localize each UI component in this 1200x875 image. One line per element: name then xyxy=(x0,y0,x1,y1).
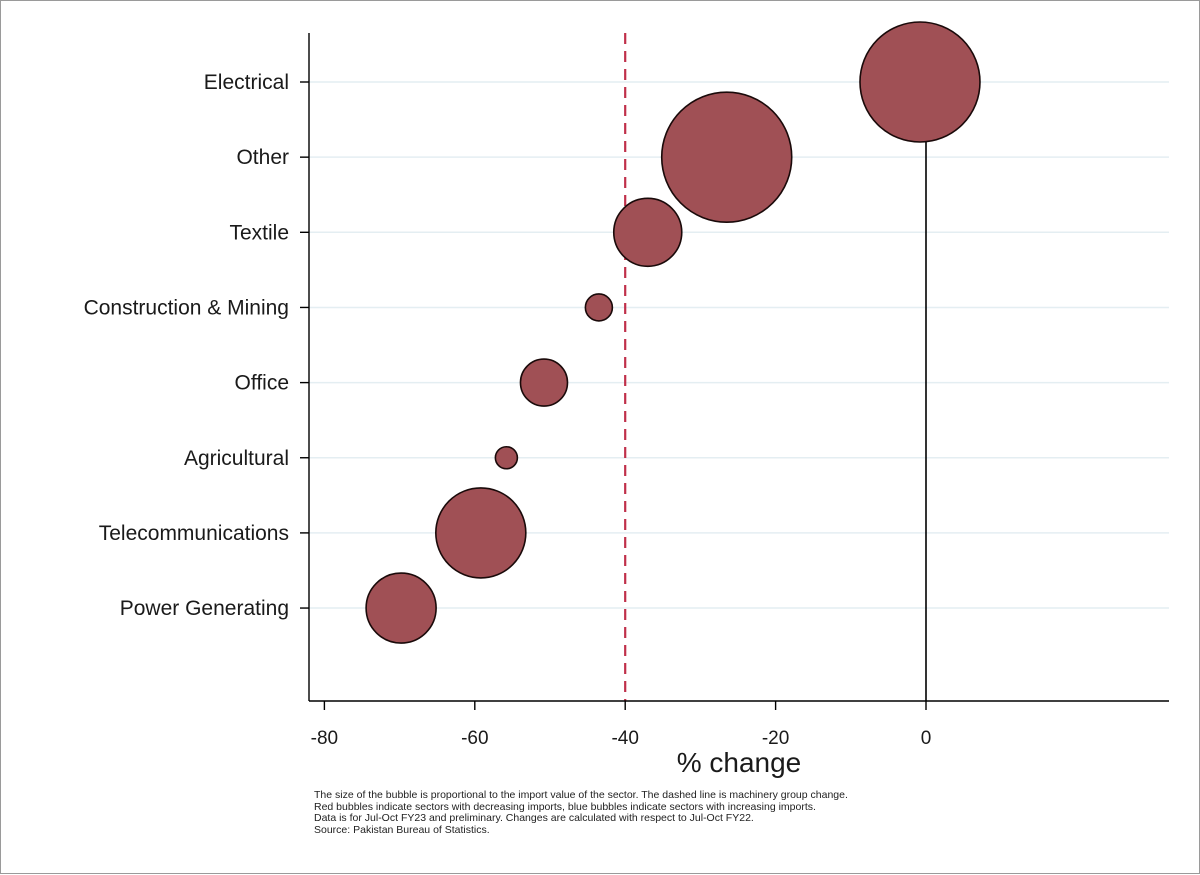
bubbles xyxy=(365,21,981,644)
x-tick-label: -60 xyxy=(461,728,488,749)
category-label: Agricultural xyxy=(184,447,289,470)
bubble xyxy=(859,21,981,143)
bubble xyxy=(519,358,569,407)
reference-lines xyxy=(624,33,927,701)
category-label: Electrical xyxy=(204,71,289,94)
category-label: Other xyxy=(236,146,289,169)
note-line: Red bubbles indicate sectors with decrea… xyxy=(314,800,816,813)
bubble xyxy=(435,487,527,579)
category-label: Telecommunications xyxy=(99,522,289,545)
labels: Electrical Other Textile Construction & Min… xyxy=(84,71,932,749)
chart-notes: The size of the bubble is proportional t… xyxy=(314,789,1014,836)
note-line: Source: Pakistan Bureau of Statistics. xyxy=(314,823,490,836)
category-label: Construction & Mining xyxy=(84,296,289,319)
axes xyxy=(300,33,1169,710)
x-axis-title: % change xyxy=(677,747,802,778)
bubble xyxy=(612,197,683,268)
x-tick-label: -80 xyxy=(311,728,338,749)
bubble xyxy=(494,445,519,470)
x-tick-label: -40 xyxy=(611,728,638,749)
category-label: Power Generating xyxy=(120,597,289,620)
category-label: Office xyxy=(235,372,289,395)
category-label: Textile xyxy=(229,221,289,244)
bubble xyxy=(584,293,614,322)
x-tick-label: 0 xyxy=(921,728,932,749)
bubble xyxy=(365,572,437,644)
bubble xyxy=(660,91,793,223)
note-line: Data is for Jul-Oct FY23 and preliminary… xyxy=(314,812,754,824)
note-line: The size of the bubble is proportional t… xyxy=(314,789,848,801)
x-tick-label: -20 xyxy=(762,728,789,749)
